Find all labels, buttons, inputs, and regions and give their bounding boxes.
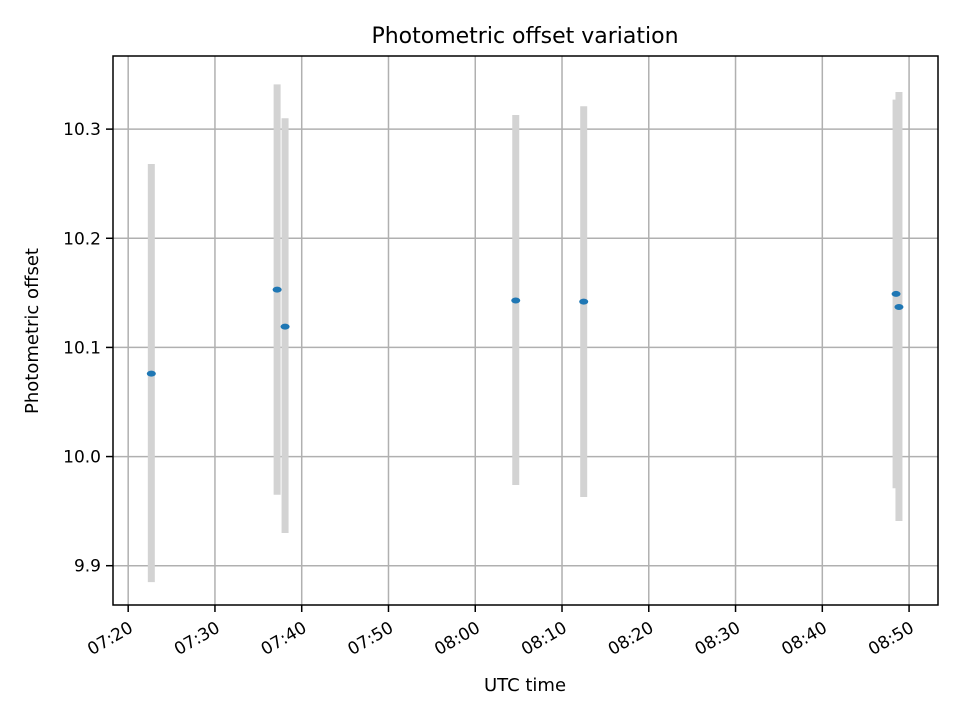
x-tick-label: 08:10	[518, 618, 570, 660]
data-point	[280, 323, 290, 330]
y-axis-label: Photometric offset	[22, 248, 43, 414]
x-tick-label: 08:50	[865, 618, 917, 660]
error-bars	[147, 84, 903, 583]
data-point	[894, 304, 904, 311]
x-axis-label: UTC time	[484, 675, 566, 696]
x-tick-label: 08:20	[605, 618, 657, 660]
y-tick-label: 10.3	[63, 120, 101, 140]
x-tick-label: 08:00	[431, 618, 483, 660]
data-point	[146, 370, 156, 377]
x-tick-label: 08:30	[692, 618, 744, 660]
x-tick-label: 07:30	[171, 618, 223, 660]
x-axis-ticks: 07:20 07:30 07:40 07:50 08:00 08:10 08:20 08:30…	[84, 605, 918, 660]
y-tick-label: 10.2	[63, 229, 101, 249]
chart-title: Photometric offset variation	[371, 24, 678, 49]
y-tick-label: 9.9	[74, 557, 101, 577]
y-tick-label: 10.1	[63, 338, 101, 358]
data-point	[272, 286, 282, 293]
x-tick-label: 08:40	[778, 618, 830, 660]
y-tick-label: 10.0	[63, 448, 101, 468]
x-tick-label: 07:40	[258, 618, 310, 660]
grid	[113, 56, 938, 605]
plot-frame	[112, 55, 939, 606]
data-point	[891, 290, 901, 297]
data-point	[511, 297, 521, 304]
x-tick-label: 07:20	[84, 618, 136, 660]
data-point	[579, 298, 589, 305]
x-tick-label: 07:50	[345, 618, 397, 660]
y-axis-ticks: 9.9 10.0 10.1 10.2 10.3	[63, 120, 113, 577]
data-points	[146, 286, 904, 377]
